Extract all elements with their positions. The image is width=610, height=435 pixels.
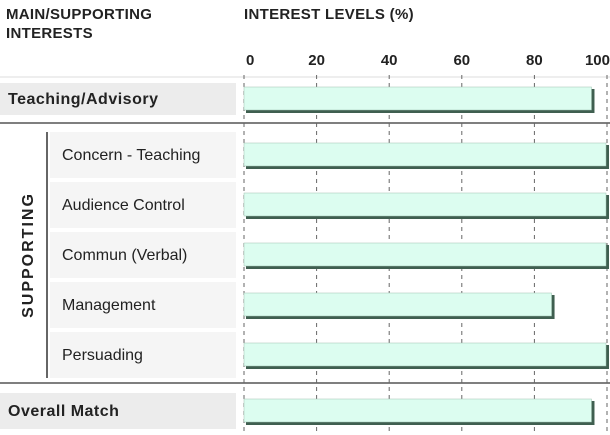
- bar: [243, 142, 607, 167]
- x-tick-label: 80: [526, 52, 543, 69]
- bar: [243, 342, 607, 367]
- label-box: [50, 232, 236, 278]
- label-box: [50, 282, 236, 328]
- bar: [243, 86, 592, 111]
- label-box: [50, 182, 236, 228]
- category-label: Commun (Verbal): [62, 247, 187, 264]
- x-tick-label: 20: [308, 52, 325, 69]
- label-box: [50, 132, 236, 178]
- x-tick-label: 60: [453, 52, 470, 69]
- bar: [243, 242, 607, 267]
- category-label: Management: [62, 297, 156, 314]
- chart-title: INTEREST LEVELS (%): [244, 6, 414, 23]
- category-label: Audience Control: [62, 197, 185, 214]
- label-box: [0, 83, 236, 115]
- x-tick-label: 40: [381, 52, 398, 69]
- bar: [243, 292, 552, 317]
- category-label: Overall Match: [8, 403, 119, 420]
- category-label: Teaching/Advisory: [8, 91, 158, 108]
- label-box: [50, 332, 236, 378]
- group-label: SUPPORTING: [20, 192, 37, 318]
- bar: [243, 192, 607, 217]
- bar: [243, 398, 592, 423]
- x-tick-label: 0: [246, 52, 254, 69]
- label-box: [0, 393, 236, 429]
- category-label: Persuading: [62, 347, 143, 364]
- x-tick-label: 100: [585, 52, 610, 69]
- row-header: MAIN/SUPPORTING INTERESTS: [6, 6, 153, 42]
- category-label: Concern - Teaching: [62, 147, 200, 164]
